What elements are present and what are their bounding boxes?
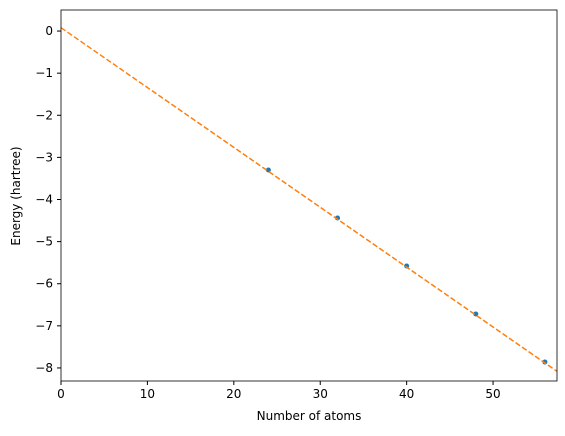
y-tick-label: −7 <box>35 319 53 333</box>
x-tick-label: 30 <box>313 387 328 401</box>
y-tick-label: −6 <box>35 277 53 291</box>
point <box>265 167 271 173</box>
y-tick-label: 0 <box>45 24 53 38</box>
y-tick-label: −1 <box>35 66 53 80</box>
x-axis-label: Number of atoms <box>257 409 362 423</box>
y-tick-label: −2 <box>35 108 53 122</box>
x-tick-label: 0 <box>57 387 65 401</box>
y-tick-label: −5 <box>35 235 53 249</box>
y-tick-label: −4 <box>35 193 53 207</box>
y-axis-label: Energy (hartree) <box>9 146 23 245</box>
x-tick-label: 50 <box>485 387 500 401</box>
x-tick-label: 20 <box>226 387 241 401</box>
fit-line <box>60 27 558 372</box>
y-tick-label: −3 <box>35 150 53 164</box>
x-tick-label: 10 <box>140 387 155 401</box>
y-tick-label: −8 <box>35 361 53 375</box>
x-tick-label: 40 <box>399 387 414 401</box>
plot-frame <box>60 9 558 382</box>
